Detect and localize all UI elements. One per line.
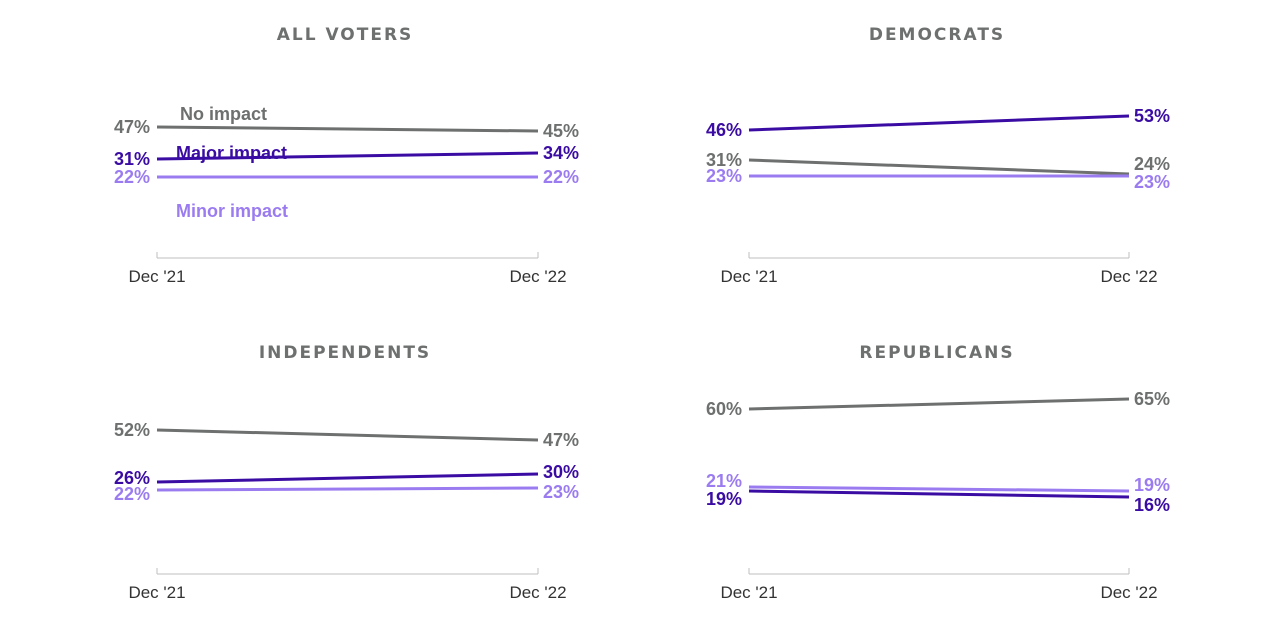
x-tick-label: Dec '22 (509, 267, 566, 286)
series-line-no-impact (156, 428, 539, 442)
data-label-major-impact: 31% (114, 149, 150, 169)
data-label-minor-impact: 19% (1134, 475, 1170, 495)
series-line-no-impact (748, 397, 1130, 411)
data-label-minor-impact: 22% (543, 167, 579, 187)
data-label-no-impact: 60% (706, 399, 742, 419)
data-label-minor-impact: 23% (706, 166, 742, 186)
series-line-major-impact (156, 151, 539, 161)
data-label-major-impact: 19% (706, 489, 742, 509)
data-label-minor-impact: 22% (114, 484, 150, 504)
data-label-minor-impact: 21% (706, 471, 742, 491)
panel-title: REPUBLICANS (859, 343, 1014, 363)
panel-title: DEMOCRATS (869, 25, 1005, 45)
x-tick-label: Dec '22 (1100, 583, 1157, 602)
data-label-major-impact: 46% (706, 120, 742, 140)
data-label-major-impact: 26% (114, 468, 150, 488)
x-tick-label: Dec '21 (128, 267, 185, 286)
x-tick-label: Dec '21 (128, 583, 185, 602)
data-label-no-impact: 47% (543, 430, 579, 450)
data-label-major-impact: 53% (1134, 106, 1170, 126)
series-line-major-impact (748, 114, 1130, 132)
series-name-label: No impact (180, 104, 267, 124)
x-tick-label: Dec '21 (720, 583, 777, 602)
x-tick-label: Dec '22 (1100, 267, 1157, 286)
data-label-minor-impact: 23% (543, 482, 579, 502)
data-label-minor-impact: 23% (1134, 172, 1170, 192)
series-line-minor-impact (748, 485, 1130, 493)
data-label-minor-impact: 22% (114, 167, 150, 187)
series-line-major-impact (748, 489, 1130, 499)
x-tick-label: Dec '21 (720, 267, 777, 286)
data-label-major-impact: 16% (1134, 495, 1170, 515)
data-label-no-impact: 47% (114, 117, 150, 137)
panel-all-voters: ALL VOTERS Dec '21 Dec '22 47% 45% No impact 3… (114, 25, 579, 286)
data-label-no-impact: 45% (543, 121, 579, 141)
data-label-no-impact: 52% (114, 420, 150, 440)
panel-independents: INDEPENDENTS Dec '21 Dec '22 52% 47% 26% 30% 22… (114, 343, 579, 602)
data-label-major-impact: 34% (543, 143, 579, 163)
series-name-label: Major impact (176, 143, 287, 163)
series-line-minor-impact (156, 486, 539, 492)
panel-title: INDEPENDENTS (259, 343, 431, 363)
data-label-major-impact: 30% (543, 462, 579, 482)
series-line-no-impact (156, 125, 539, 133)
series-line-no-impact (748, 158, 1130, 176)
data-label-no-impact: 24% (1134, 154, 1170, 174)
panel-title: ALL VOTERS (277, 25, 414, 45)
x-tick-label: Dec '22 (509, 583, 566, 602)
series-line-major-impact (156, 472, 539, 484)
data-label-no-impact: 65% (1134, 389, 1170, 409)
data-label-no-impact: 31% (706, 150, 742, 170)
series-name-label: Minor impact (176, 201, 288, 221)
